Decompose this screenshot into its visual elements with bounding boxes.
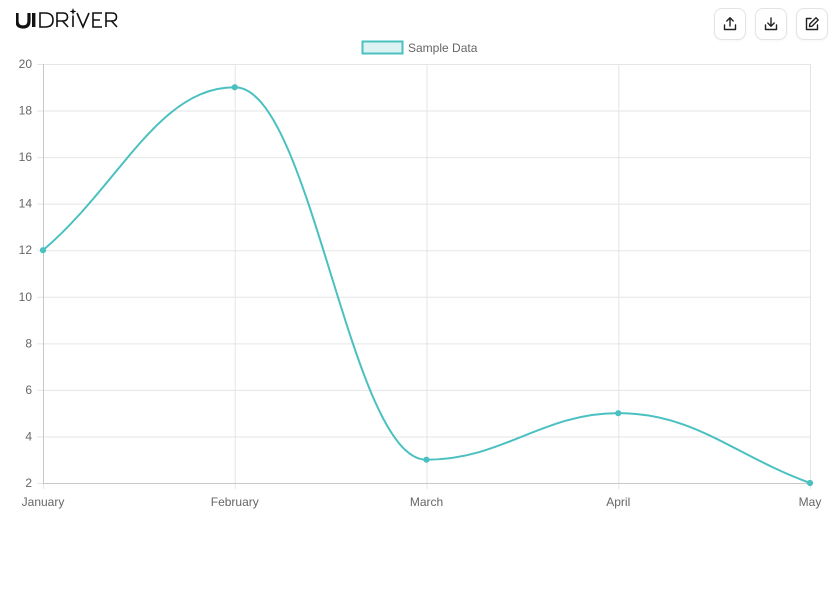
chart-legend[interactable]: Sample Data xyxy=(361,40,478,55)
data-point xyxy=(806,479,814,487)
y-tick-label: 12 xyxy=(19,243,33,257)
uidriver-logo xyxy=(16,8,118,30)
y-tick-label: 14 xyxy=(19,197,33,211)
y-tick-label: 8 xyxy=(25,336,32,350)
upload-button[interactable] xyxy=(714,8,746,40)
legend-label: Sample Data xyxy=(408,41,478,55)
download-button[interactable] xyxy=(755,8,787,40)
upload-icon xyxy=(723,17,737,31)
y-tick-label: 18 xyxy=(19,104,33,118)
toolbar xyxy=(714,8,828,40)
legend-swatch xyxy=(361,40,404,55)
data-point xyxy=(615,410,622,417)
data-point xyxy=(231,84,238,91)
edit-button[interactable] xyxy=(796,8,828,40)
y-tick-label: 4 xyxy=(25,429,32,443)
chart-axes: 2 4 6 8 10 12 14 16 18 20 January February March Apri… xyxy=(19,57,822,509)
series-line xyxy=(42,86,811,484)
y-tick-label: 20 xyxy=(19,57,33,71)
x-tick-label: January xyxy=(22,495,65,509)
data-point xyxy=(423,456,430,463)
x-tick-label: April xyxy=(606,495,630,509)
download-icon xyxy=(764,17,778,31)
y-tick-label: 16 xyxy=(19,150,33,164)
y-tick-label: 6 xyxy=(25,383,32,397)
x-tick-label: March xyxy=(410,495,443,509)
y-tick-label: 10 xyxy=(19,290,33,304)
data-point xyxy=(39,247,47,254)
x-tick-label: May xyxy=(799,495,822,509)
x-tick-label: February xyxy=(211,495,259,509)
chart-series xyxy=(39,84,814,487)
edit-icon xyxy=(805,17,819,31)
y-tick-label: 2 xyxy=(25,476,32,490)
